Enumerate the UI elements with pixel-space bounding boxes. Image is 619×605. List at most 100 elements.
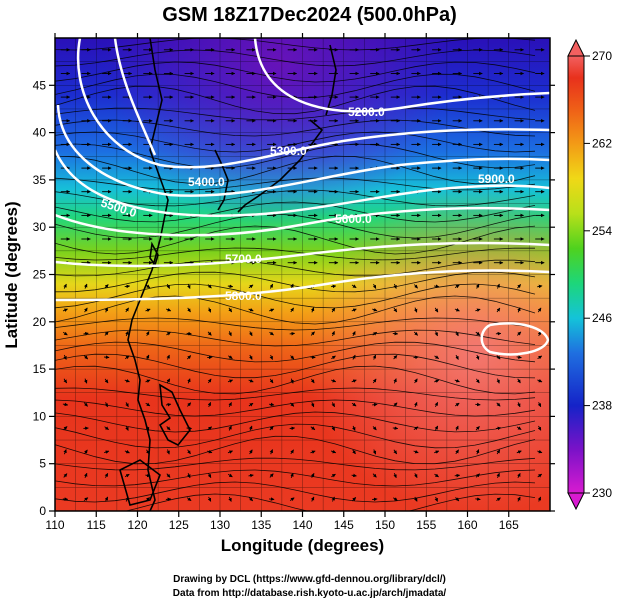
wind-vector bbox=[475, 283, 480, 289]
wind-vector bbox=[187, 307, 191, 313]
wind-vector bbox=[290, 378, 294, 384]
wind-vector bbox=[434, 379, 440, 383]
wind-vector bbox=[475, 497, 481, 501]
wind-vector bbox=[249, 449, 253, 455]
coastline-borneo bbox=[119, 459, 161, 506]
wind-vector bbox=[83, 283, 88, 289]
wind-vector bbox=[186, 331, 192, 336]
wind-vector bbox=[496, 497, 501, 502]
wind-vector bbox=[516, 426, 522, 430]
wind-vector bbox=[63, 449, 67, 455]
wind-vector bbox=[495, 426, 502, 431]
wind-vector bbox=[62, 308, 68, 312]
wind-vector bbox=[454, 284, 460, 289]
colorbar-tick-label: 238 bbox=[592, 399, 612, 413]
wind-vector bbox=[269, 378, 274, 384]
wind-vector bbox=[455, 354, 459, 360]
wind-vector bbox=[207, 284, 212, 289]
wind-vector bbox=[227, 473, 233, 478]
wind-vector bbox=[104, 284, 109, 289]
wind-vector bbox=[351, 308, 357, 312]
wind-vector bbox=[63, 283, 67, 289]
wind-vector bbox=[537, 378, 543, 383]
wind-vector bbox=[207, 355, 213, 360]
wind-vector bbox=[496, 449, 501, 455]
wind-vector bbox=[186, 497, 192, 502]
x-tick-label: 135 bbox=[251, 518, 271, 532]
wind-vector bbox=[104, 472, 109, 478]
wind-vector bbox=[331, 425, 336, 431]
y-tick-label: 15 bbox=[33, 362, 47, 376]
coastline-philippines bbox=[158, 383, 191, 447]
wind-vector bbox=[455, 331, 459, 337]
wind-vector bbox=[124, 473, 130, 478]
x-tick-label: 165 bbox=[499, 518, 519, 532]
wind-vector bbox=[537, 284, 543, 289]
wind-vector bbox=[145, 379, 151, 383]
wind-vector bbox=[63, 354, 67, 360]
coastline-japan bbox=[237, 119, 324, 213]
wind-vector bbox=[124, 355, 130, 360]
wind-vector bbox=[166, 354, 170, 360]
streamline bbox=[55, 155, 536, 185]
wind-vector bbox=[393, 402, 398, 407]
streamline bbox=[55, 423, 536, 449]
wind-vector bbox=[83, 402, 88, 407]
streamline bbox=[55, 259, 536, 277]
wind-vector bbox=[516, 331, 522, 336]
wind-vector bbox=[434, 496, 438, 502]
wind-vector bbox=[187, 378, 191, 384]
y-tick-label: 25 bbox=[33, 268, 47, 282]
wind-vector bbox=[83, 472, 88, 478]
wind-vector bbox=[62, 402, 69, 407]
x-tick-label: 155 bbox=[416, 518, 436, 532]
streamline bbox=[55, 177, 536, 191]
wind-vector bbox=[187, 473, 191, 479]
wind-vector bbox=[249, 354, 253, 360]
wind-vector bbox=[248, 284, 254, 289]
wind-vector bbox=[454, 402, 460, 407]
wind-vector bbox=[248, 425, 253, 431]
streamline bbox=[55, 469, 536, 487]
streamline bbox=[55, 213, 536, 239]
colorbar-tick-label: 262 bbox=[592, 136, 612, 150]
wind-vector bbox=[434, 331, 438, 337]
wind-vector bbox=[537, 473, 542, 478]
wind-vector bbox=[228, 331, 232, 337]
y-tick-label: 10 bbox=[33, 409, 47, 423]
y-tick-label: 0 bbox=[39, 504, 46, 518]
colorbar-tick-label: 230 bbox=[592, 486, 612, 500]
wind-vector bbox=[290, 449, 294, 455]
wind-vectors bbox=[60, 47, 545, 502]
wind-vector bbox=[310, 426, 316, 431]
wind-vector bbox=[455, 449, 459, 455]
contour-label-5800: 5800.0 bbox=[225, 289, 262, 303]
y-tick-label: 30 bbox=[33, 220, 47, 234]
colorbar-tick-label: 246 bbox=[592, 311, 612, 325]
wind-vector bbox=[104, 426, 109, 431]
streamline bbox=[55, 61, 536, 83]
wind-vector bbox=[104, 307, 109, 313]
wind-vector bbox=[434, 473, 439, 478]
wind-vector bbox=[454, 473, 461, 478]
y-axis-label: Latitude (degrees) bbox=[2, 201, 21, 349]
wind-vector bbox=[310, 331, 315, 336]
contour-5400 bbox=[56, 104, 550, 197]
wind-vector bbox=[352, 449, 356, 455]
wind-vector bbox=[290, 307, 294, 313]
credit-drawing: Drawing by DCL (https://www.gfd-dennou.o… bbox=[173, 574, 446, 585]
wind-vector bbox=[207, 449, 213, 454]
wind-vector bbox=[166, 283, 171, 289]
streamline bbox=[55, 399, 536, 417]
wind-vector bbox=[207, 331, 212, 336]
wind-vector bbox=[165, 402, 172, 407]
wind-vector bbox=[125, 307, 129, 313]
wind-vector bbox=[352, 354, 356, 360]
wind-vector bbox=[496, 472, 500, 478]
y-tick-label: 5 bbox=[39, 457, 46, 471]
wind-vector bbox=[207, 496, 212, 502]
wind-vector bbox=[228, 425, 232, 431]
wind-vector bbox=[434, 307, 439, 313]
wind-vector bbox=[455, 425, 459, 431]
wind-vector bbox=[393, 473, 397, 479]
